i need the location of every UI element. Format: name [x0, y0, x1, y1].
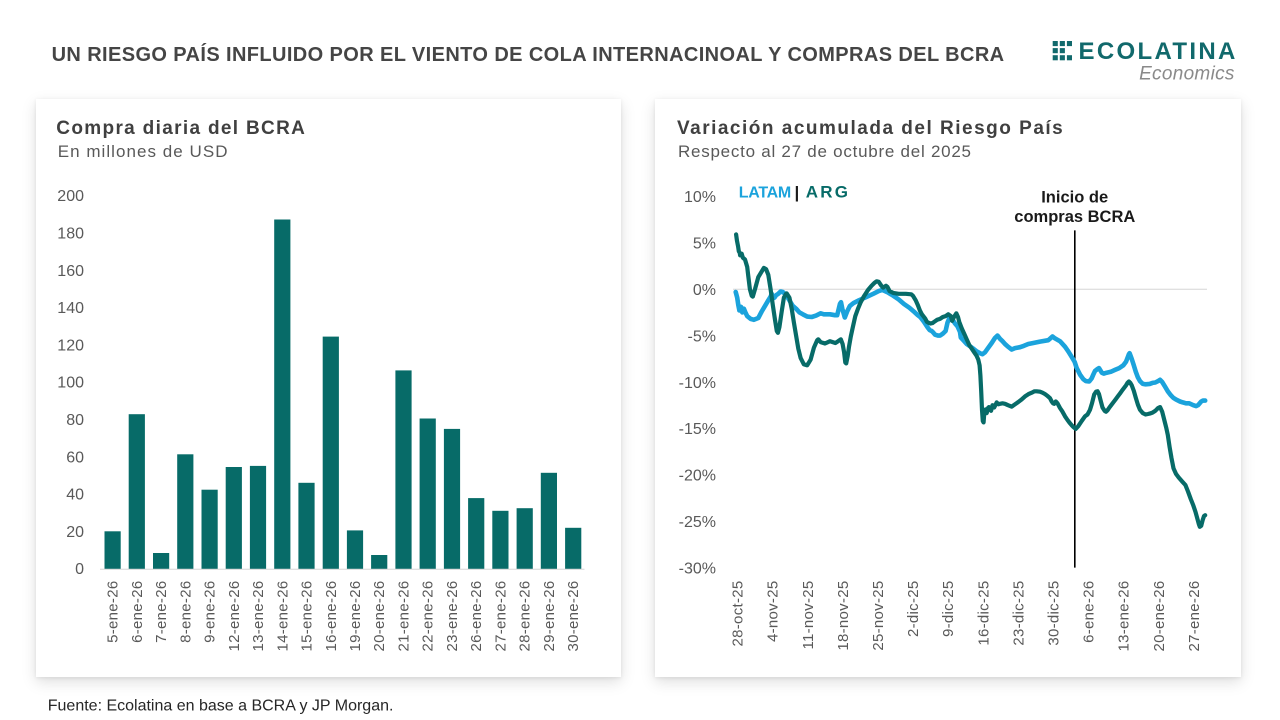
svg-text:-25%: -25% [679, 514, 716, 531]
svg-text:15-ene-26: 15-ene-26 [299, 581, 316, 652]
svg-text:140: 140 [57, 300, 84, 317]
svg-text:28-ene-26: 28-ene-26 [517, 581, 534, 652]
svg-text:-10%: -10% [679, 375, 716, 392]
svg-text:LATAM: LATAM [739, 185, 791, 202]
svg-text:Respecto al 27 de octubre del: Respecto al 27 de octubre del 2025 [678, 142, 972, 161]
svg-text:23-dic-25: 23-dic-25 [1010, 581, 1027, 646]
svg-text:28-oct-25: 28-oct-25 [730, 581, 747, 647]
svg-text:5%: 5% [693, 236, 716, 253]
svg-text:20-ene-26: 20-ene-26 [371, 581, 388, 652]
svg-text:ARG: ARG [806, 183, 850, 202]
svg-text:Fuente: Ecolatina en base a BC: Fuente: Ecolatina en base a BCRA y JP Mo… [48, 697, 394, 714]
svg-text:13-ene-26: 13-ene-26 [1116, 581, 1133, 652]
svg-text:Compra diaria del BCRA: Compra diaria del BCRA [56, 118, 306, 139]
svg-text:16-ene-26: 16-ene-26 [323, 581, 340, 652]
svg-text:6-ene-26: 6-ene-26 [129, 581, 146, 643]
svg-text:20: 20 [66, 524, 84, 541]
svg-text:18-nov-25: 18-nov-25 [835, 581, 852, 651]
svg-text:11-nov-25: 11-nov-25 [800, 581, 817, 650]
svg-text:27-ene-26: 27-ene-26 [492, 581, 509, 652]
svg-text:UN RIESGO PAÍS INFLUIDO POR EL: UN RIESGO PAÍS INFLUIDO POR EL VIENTO DE… [52, 43, 1005, 66]
svg-text:30-dic-25: 30-dic-25 [1046, 581, 1063, 646]
svg-text:23-ene-26: 23-ene-26 [444, 581, 461, 652]
svg-text:-30%: -30% [679, 560, 716, 577]
svg-text:14-ene-26: 14-ene-26 [274, 581, 291, 652]
svg-text:compras BCRA: compras BCRA [1014, 208, 1135, 226]
svg-text:19-ene-26: 19-ene-26 [347, 581, 364, 652]
svg-text:7-ene-26: 7-ene-26 [153, 581, 170, 643]
svg-text:6-ene-26: 6-ene-26 [1081, 581, 1098, 643]
svg-text:Economics: Economics [1139, 64, 1235, 85]
svg-text:200: 200 [57, 188, 84, 205]
svg-text:5-ene-26: 5-ene-26 [105, 581, 122, 643]
svg-text:27-ene-26: 27-ene-26 [1186, 581, 1203, 652]
svg-text:9-ene-26: 9-ene-26 [202, 581, 219, 643]
svg-text:21-ene-26: 21-ene-26 [396, 581, 413, 652]
svg-text:-15%: -15% [679, 421, 716, 438]
svg-text:20-ene-26: 20-ene-26 [1151, 581, 1168, 652]
svg-text:2-dic-25: 2-dic-25 [905, 581, 922, 638]
svg-text:12-ene-26: 12-ene-26 [226, 581, 243, 652]
svg-text:0: 0 [75, 561, 84, 578]
svg-text:8-ene-26: 8-ene-26 [177, 581, 194, 643]
svg-text:160: 160 [57, 263, 84, 280]
svg-text:40: 40 [66, 487, 84, 504]
svg-text:0%: 0% [693, 282, 716, 299]
svg-text:Inicio de: Inicio de [1041, 189, 1108, 207]
svg-text:13-ene-26: 13-ene-26 [250, 581, 267, 652]
svg-text:22-ene-26: 22-ene-26 [420, 581, 437, 652]
svg-text:10%: 10% [684, 189, 716, 206]
svg-text:-5%: -5% [688, 328, 716, 345]
svg-text:30-ene-26: 30-ene-26 [565, 581, 582, 652]
svg-text:180: 180 [57, 226, 84, 243]
svg-text:ECOLATINA: ECOLATINA [1079, 38, 1238, 65]
svg-text:9-dic-25: 9-dic-25 [940, 581, 957, 638]
svg-text:80: 80 [66, 412, 84, 429]
svg-text:26-ene-26: 26-ene-26 [468, 581, 485, 652]
svg-text:25-nov-25: 25-nov-25 [870, 581, 887, 651]
svg-text:100: 100 [57, 375, 84, 392]
svg-text:4-nov-25: 4-nov-25 [765, 581, 782, 643]
svg-text:60: 60 [66, 449, 84, 466]
svg-text:29-ene-26: 29-ene-26 [541, 581, 558, 652]
svg-text:Variación acumulada del Riesgo: Variación acumulada del Riesgo País [677, 118, 1064, 139]
svg-text:En millones de USD: En millones de USD [58, 142, 229, 161]
svg-text:-20%: -20% [679, 468, 716, 485]
svg-text:|: | [795, 183, 800, 202]
svg-text:120: 120 [57, 337, 84, 354]
svg-text:16-dic-25: 16-dic-25 [975, 581, 992, 646]
